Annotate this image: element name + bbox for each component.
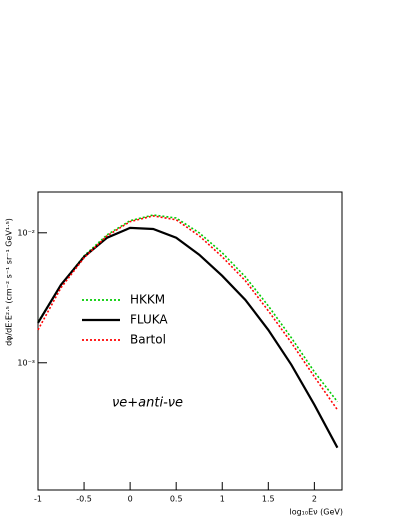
- legend-label: FLUKA: [130, 313, 168, 327]
- x-tick-label: 0.5: [170, 495, 183, 504]
- x-tick-label: -0.5: [76, 495, 92, 504]
- x-tick-label: 1: [220, 495, 225, 504]
- y-tick-label: 10⁻²: [17, 228, 35, 237]
- legend-label: HKKM: [130, 293, 165, 307]
- legend-label: Bartol: [130, 333, 166, 347]
- y-tick-label: 10⁻³: [17, 358, 35, 367]
- series-line: [37, 214, 339, 403]
- y-axis-title: dφ/dE·E²·⁵ (cm⁻² s⁻¹ sr⁻¹ GeV¹·⁵): [5, 218, 14, 346]
- annotation: νe+anti-νe: [112, 396, 183, 411]
- x-tick-label: 2: [312, 495, 317, 504]
- plot-frame: [37, 191, 343, 491]
- x-tick-label: 0: [128, 495, 133, 504]
- x-tick-label: -1: [34, 495, 42, 504]
- series-line: [37, 226, 339, 449]
- series-line: [37, 215, 339, 411]
- x-axis-title: log₁₀Eν (GeV): [289, 508, 343, 517]
- x-tick-label: 1.5: [262, 495, 275, 504]
